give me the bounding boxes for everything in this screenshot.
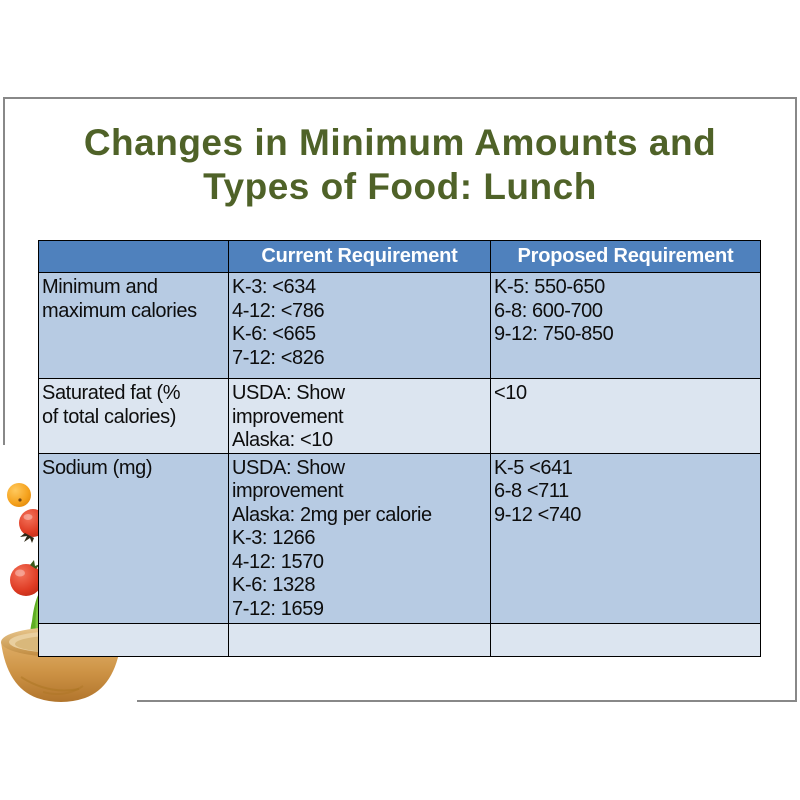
table-row-empty — [38, 622, 761, 657]
header-proposed-requirement: Proposed Requirement — [490, 240, 761, 273]
row-label-cell: Sodium (mg) — [38, 452, 229, 624]
proposed-requirement-cell: <10 — [490, 378, 761, 454]
slide: Changes in Minimum Amounts and Types of … — [0, 97, 797, 708]
table-row-calories: Minimum and maximum calories K-3: <634 4… — [38, 272, 761, 379]
slide-title: Changes in Minimum Amounts and Types of … — [83, 122, 717, 207]
tomato-icon — [10, 560, 42, 596]
table-row-sodium: Sodium (mg) USDA: Show improvement Alask… — [38, 452, 761, 624]
proposed-requirement-cell — [490, 622, 761, 657]
table-row-saturated-fat: Saturated fat (% of total calories) USDA… — [38, 378, 761, 454]
header-empty-cell — [38, 240, 229, 273]
proposed-requirement-cell: K-5: 550-650 6-8: 600-700 9-12: 750-850 — [490, 272, 761, 379]
current-requirement-cell: USDA: Show improvement Alaska: <10 — [228, 378, 491, 454]
table-header-row: Current Requirement Proposed Requirement — [38, 240, 761, 273]
current-requirement-cell: K-3: <634 4-12: <786 K-6: <665 7-12: <82… — [228, 272, 491, 379]
current-requirement-cell: USDA: Show improvement Alaska: 2mg per c… — [228, 452, 491, 624]
header-current-requirement: Current Requirement — [228, 240, 491, 273]
orange-icon — [7, 483, 31, 507]
requirements-table: Current Requirement Proposed Requirement… — [38, 240, 761, 657]
row-label-cell — [38, 622, 229, 657]
row-label-cell: Minimum and maximum calories — [38, 272, 229, 379]
proposed-requirement-cell: K-5 <641 6-8 <711 9-12 <740 — [490, 452, 761, 624]
current-requirement-cell — [228, 622, 491, 657]
row-label-cell: Saturated fat (% of total calories) — [38, 378, 229, 454]
